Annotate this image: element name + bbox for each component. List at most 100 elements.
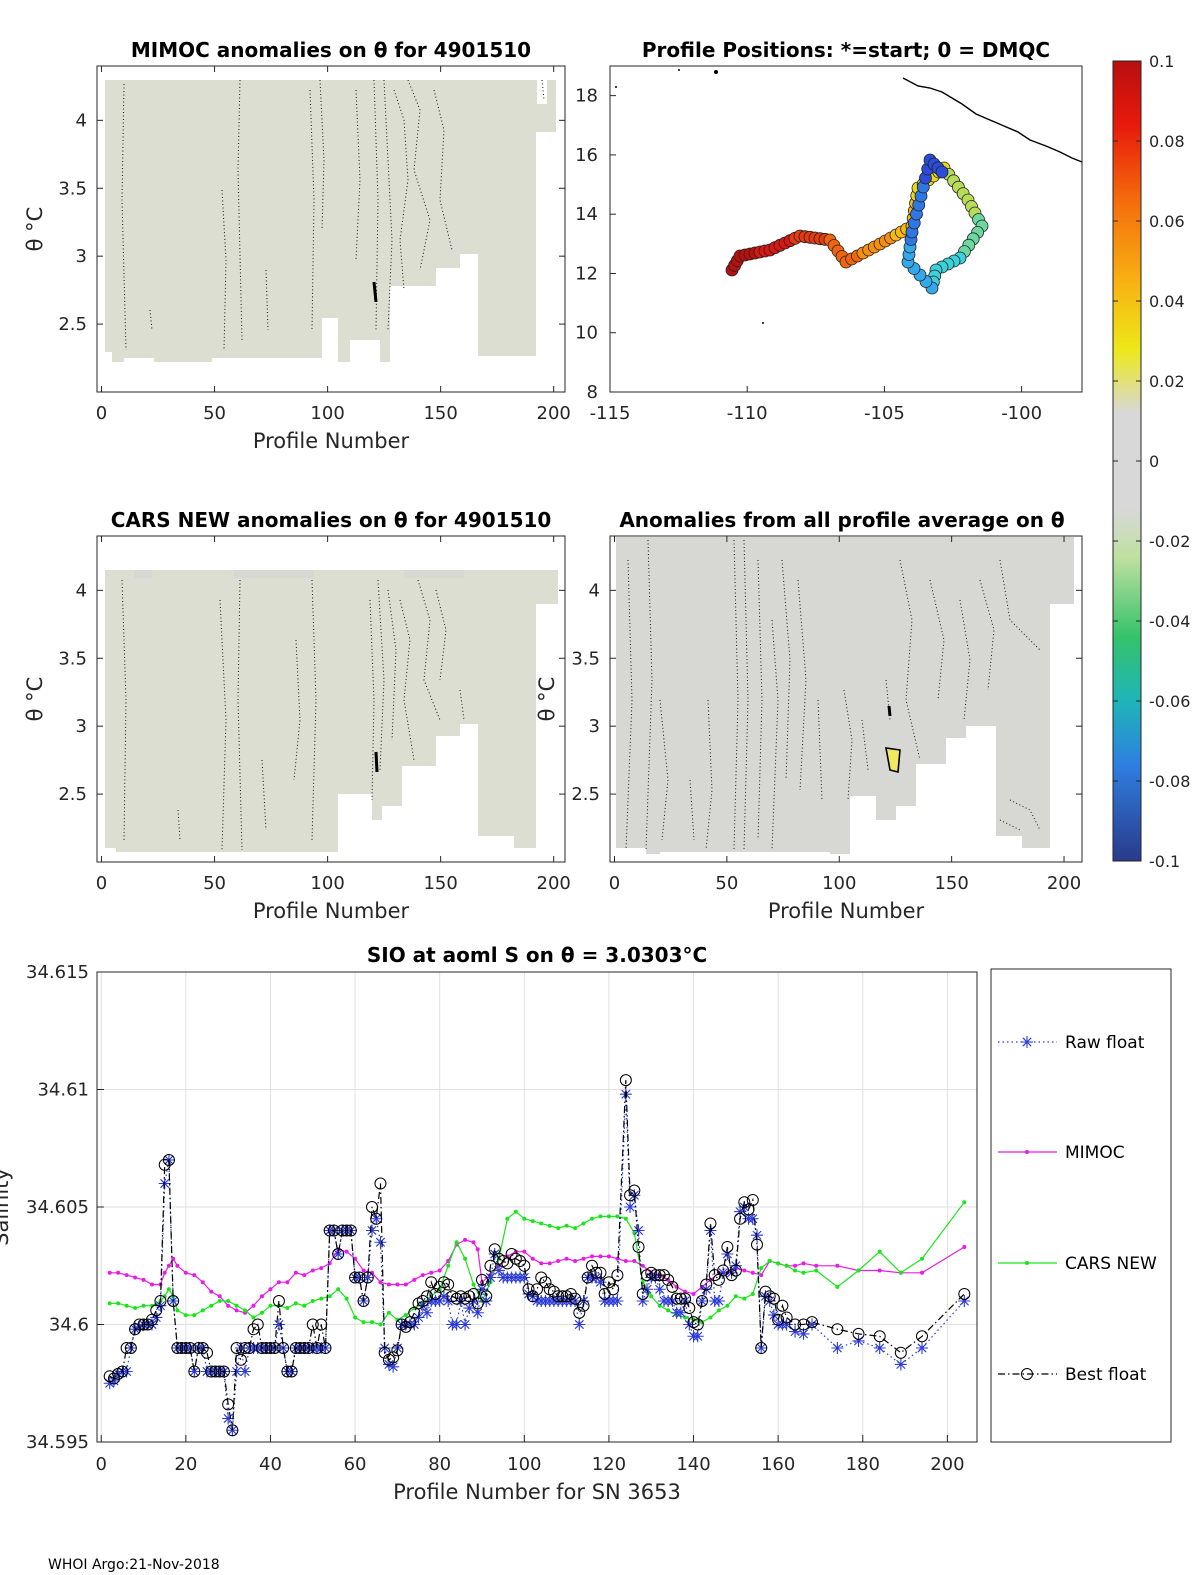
data-point (370, 1212, 383, 1225)
data-point (691, 1330, 704, 1343)
legend-marker (1025, 1150, 1029, 1154)
data-point (205, 1365, 218, 1378)
data-point (590, 1271, 603, 1284)
mimoc-xlabel: Profile Number (253, 429, 410, 453)
data-point (437, 1290, 450, 1303)
data-point (387, 1351, 400, 1364)
data-point (636, 1295, 649, 1307)
data-point (674, 1306, 687, 1319)
data-point (167, 1295, 180, 1307)
data-point (293, 1301, 298, 1306)
data-point (298, 1342, 311, 1354)
data-point (366, 1224, 378, 1237)
data-point (594, 1266, 607, 1279)
data-point (894, 1346, 907, 1359)
data-point (103, 1377, 116, 1390)
data-point (133, 1318, 146, 1331)
salinity-xtick-label: 0 (96, 1454, 107, 1475)
profile-track (725, 153, 989, 295)
data-point (573, 1318, 586, 1331)
data-point (467, 1295, 480, 1307)
data-point (412, 1277, 417, 1282)
data-point (446, 1263, 451, 1268)
data-point (200, 1280, 205, 1285)
allavg-field (610, 537, 1082, 862)
data-point (306, 1318, 319, 1331)
data-point (294, 1342, 307, 1354)
data-point (247, 1323, 260, 1336)
data-point (183, 1270, 188, 1275)
data-point (361, 1271, 374, 1284)
legend-label: CARS NEW (1065, 1254, 1157, 1274)
data-point (514, 1255, 527, 1268)
data-point (590, 1266, 603, 1279)
data-point (577, 1295, 590, 1307)
data-point (746, 1212, 759, 1225)
mimoc-xtick-label: 200 (537, 403, 571, 424)
data-point (569, 1295, 582, 1307)
data-point (378, 1280, 383, 1285)
mimoc-xtick-label: 50 (203, 403, 226, 424)
data-point (683, 1318, 696, 1331)
mimoc-ylabel: θ °C (23, 207, 47, 252)
data-point (598, 1214, 603, 1219)
data-point (530, 1219, 535, 1224)
colorbar-tick-label: 0.04 (1149, 292, 1185, 311)
salinity-panel: SIO at aoml S on θ = 3.0303°C 0 20 40 60 80 1… (0, 943, 1172, 1504)
data-point (167, 1295, 180, 1307)
data-point (421, 1290, 433, 1303)
data-point (573, 1226, 578, 1231)
colorbar: 0.1 0.08 0.06 0.04 0.02 0 -0.02 -0.04 -0.06 -0.08… (1112, 52, 1190, 871)
data-point (522, 1287, 535, 1300)
data-point (674, 1292, 687, 1305)
mimoc-ytick-label: 2.5 (58, 314, 87, 335)
salinity-ytick-label: 34.615 (26, 962, 89, 983)
data-point (146, 1318, 158, 1331)
data-point (801, 1270, 806, 1275)
data-point (251, 1315, 256, 1320)
data-point (958, 1287, 971, 1300)
data-point (416, 1299, 429, 1312)
data-point (733, 1294, 738, 1299)
data-point (679, 1295, 692, 1307)
data-point (124, 1303, 129, 1308)
salinity-ytick-label: 34.6 (49, 1315, 89, 1336)
data-point (463, 1302, 476, 1315)
legend: Raw float MIMOC CARS NEW Best float (990, 968, 1172, 1443)
colorbar-tick-label: 0.02 (1149, 372, 1185, 391)
data-point (831, 1323, 844, 1336)
data-point (162, 1294, 167, 1299)
positions-ytick-label: 12 (575, 263, 598, 284)
colorbar-tick-label: 0.08 (1149, 132, 1185, 151)
data-point (606, 1214, 611, 1219)
data-point (708, 1277, 713, 1282)
data-point (539, 1261, 544, 1266)
data-point (171, 1342, 184, 1354)
data-point (640, 1263, 645, 1268)
series-best-float (103, 1074, 971, 1437)
data-point (281, 1365, 294, 1378)
data-point (141, 1318, 154, 1331)
positions-xticks: -115 -110 -105 -100 (590, 386, 1042, 424)
allavg-xtick-label: 0 (609, 873, 620, 894)
data-point (107, 1374, 120, 1387)
data-point (285, 1365, 298, 1378)
cars-xticks: 0 50 100 150 200 (96, 536, 571, 894)
data-point (289, 1342, 302, 1354)
data-point (590, 1254, 594, 1259)
cars-xtick-label: 200 (537, 873, 571, 894)
cars-yticks: 2.5 3 3.5 4 (58, 580, 565, 805)
allavg-ylabel: θ °C (535, 677, 559, 722)
data-point (556, 1259, 561, 1264)
data-point (340, 1224, 353, 1237)
data-point (188, 1365, 201, 1378)
data-point (898, 1270, 903, 1275)
data-point (374, 1177, 387, 1190)
mimoc-panel: MIMOC anomalies on θ for 4901510 (23, 38, 571, 453)
data-point (302, 1303, 307, 1308)
data-point (150, 1311, 163, 1324)
data-point (581, 1221, 586, 1226)
data-point (243, 1342, 256, 1354)
data-point (484, 1271, 497, 1284)
